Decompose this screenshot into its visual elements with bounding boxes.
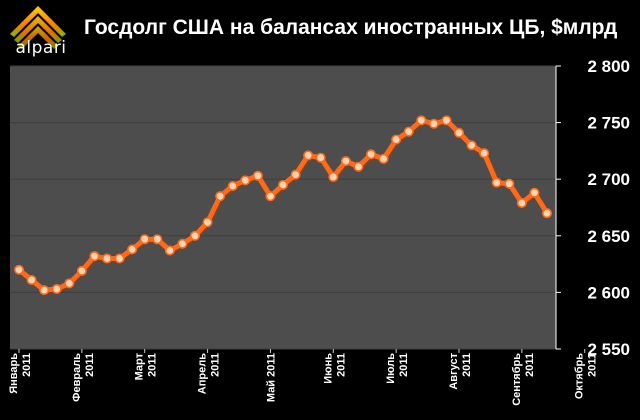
data-point	[516, 197, 527, 208]
chart-title: Госдолг США на балансах иностранных ЦБ, …	[84, 16, 618, 39]
y-tick-label: 2 650	[587, 227, 630, 246]
data-point	[102, 253, 113, 264]
x-tick-label: Апрель 2011	[197, 353, 222, 394]
data-point	[215, 191, 226, 202]
x-tick-label: Январь 2011	[8, 353, 33, 394]
y-tick-label: 2 750	[587, 114, 630, 133]
data-point	[14, 264, 24, 275]
data-point	[416, 115, 427, 126]
data-point	[328, 171, 339, 182]
data-point	[441, 115, 452, 126]
y-axis: 2 550 2 600 2 650 2 700 2 750 2 800	[555, 57, 630, 359]
x-tick-label-year: 2011	[398, 353, 410, 377]
x-tick-label-year: 2011	[210, 353, 222, 377]
x-tick-label-month: Апрель	[197, 353, 209, 394]
data-point	[303, 150, 314, 161]
x-tick-label: Июль 2011	[385, 353, 410, 384]
x-tick-label-month: Сентябрь	[511, 353, 523, 406]
x-tick-label: Февраль 2011	[71, 353, 96, 402]
data-point	[378, 153, 389, 164]
x-tick-label-year: 2011	[587, 353, 599, 377]
data-point	[139, 234, 150, 245]
x-tick-label-month: Июнь	[322, 353, 334, 384]
data-point	[39, 285, 50, 296]
data-point	[89, 251, 100, 262]
data-point	[315, 152, 326, 163]
x-tick-label: Март 2011	[134, 352, 159, 380]
logo-text: alpari	[15, 38, 67, 58]
x-tick-label: Июнь 2011	[322, 353, 347, 384]
data-point	[290, 169, 301, 180]
data-point	[365, 149, 376, 160]
y-tick-label: 2 800	[587, 57, 630, 76]
data-point	[466, 140, 477, 151]
x-tick-label: Октябрь 2011	[574, 353, 599, 399]
data-point	[491, 177, 502, 188]
data-point	[504, 178, 515, 189]
x-axis: Январь 2011 Февраль 2011 Март 2011 Апрель 2011 М…	[8, 349, 599, 406]
x-tick-label-year: 2011	[147, 353, 159, 377]
x-tick-label-year: 2011	[461, 353, 473, 377]
data-point	[240, 175, 251, 186]
x-tick-label-month: Май 2011	[265, 353, 277, 402]
x-tick-label: Сентябрь 2011	[511, 353, 536, 406]
x-tick-label: Август 2011	[448, 352, 473, 389]
data-point	[403, 126, 414, 137]
y-tick-label: 2 600	[587, 283, 630, 302]
x-tick-label-year: 2011	[335, 353, 347, 377]
data-point	[453, 127, 464, 138]
plot-area	[10, 66, 556, 349]
data-point	[340, 156, 351, 167]
data-point	[164, 245, 175, 256]
series-line	[14, 115, 552, 296]
data-point	[428, 118, 439, 129]
gridlines	[10, 65, 556, 350]
data-point	[227, 180, 238, 191]
x-tick-label-year: 2011	[21, 353, 33, 377]
data-point	[64, 278, 75, 289]
data-point	[152, 234, 163, 245]
data-point	[114, 253, 125, 264]
data-point	[177, 238, 188, 249]
x-tick-label-month: Март	[134, 352, 146, 380]
data-point	[202, 217, 213, 228]
data-point	[353, 161, 364, 172]
x-tick-label-month: Июль	[385, 353, 397, 384]
data-point	[76, 265, 87, 276]
x-tick-label-year: 2011	[524, 353, 536, 377]
data-point	[541, 208, 552, 219]
data-point	[479, 148, 490, 159]
data-point	[252, 170, 263, 181]
data-point	[190, 230, 201, 241]
alpari-logo-icon	[10, 6, 66, 49]
data-point	[265, 191, 276, 202]
x-tick-label-year: 2011	[84, 353, 96, 377]
data-point	[26, 274, 37, 285]
x-tick-label-month: Август	[448, 352, 460, 389]
data-point	[127, 244, 138, 255]
x-tick-label-month: Январь	[8, 353, 20, 394]
data-point	[277, 179, 288, 190]
data-point	[391, 134, 402, 145]
x-tick-label: Май 2011	[265, 353, 277, 402]
x-tick-label-month: Октябрь	[574, 353, 586, 399]
data-point	[529, 187, 540, 198]
y-tick-label: 2 700	[587, 170, 630, 189]
x-tick-label-month: Февраль	[71, 353, 83, 402]
y-tick-label: 2 550	[587, 340, 630, 359]
data-point	[51, 284, 62, 295]
